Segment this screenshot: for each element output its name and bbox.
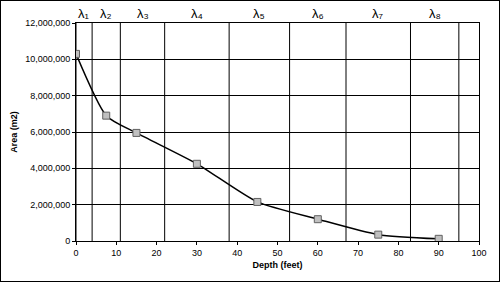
svg-text:90: 90 xyxy=(434,248,444,258)
svg-text:λ₄: λ₄ xyxy=(191,6,203,21)
svg-text:λ₈: λ₈ xyxy=(429,6,441,21)
svg-text:λ₃: λ₃ xyxy=(137,6,149,21)
svg-text:Area (m2): Area (m2) xyxy=(9,111,19,153)
svg-text:λ₆: λ₆ xyxy=(312,6,324,21)
svg-text:20: 20 xyxy=(152,248,162,258)
svg-text:Depth (feet): Depth (feet) xyxy=(253,260,303,270)
svg-text:70: 70 xyxy=(353,248,363,258)
svg-text:100: 100 xyxy=(471,248,486,258)
svg-text:12,000,000: 12,000,000 xyxy=(25,18,70,28)
svg-text:λ₁: λ₁ xyxy=(78,6,90,21)
svg-text:10,000,000: 10,000,000 xyxy=(25,54,70,64)
svg-text:10: 10 xyxy=(111,248,121,258)
svg-text:6,000,000: 6,000,000 xyxy=(30,127,70,137)
svg-text:0: 0 xyxy=(73,248,78,258)
svg-text:8,000,000: 8,000,000 xyxy=(30,91,70,101)
svg-text:λ₅: λ₅ xyxy=(253,6,265,21)
svg-text:30: 30 xyxy=(192,248,202,258)
svg-text:0: 0 xyxy=(65,236,70,246)
svg-text:50: 50 xyxy=(272,248,282,258)
svg-text:60: 60 xyxy=(313,248,323,258)
svg-text:λ₂: λ₂ xyxy=(100,6,112,21)
svg-text:λ₇: λ₇ xyxy=(372,6,384,21)
svg-text:80: 80 xyxy=(393,248,403,258)
svg-text:2,000,000: 2,000,000 xyxy=(30,200,70,210)
svg-text:4,000,000: 4,000,000 xyxy=(30,163,70,173)
svg-text:40: 40 xyxy=(232,248,242,258)
